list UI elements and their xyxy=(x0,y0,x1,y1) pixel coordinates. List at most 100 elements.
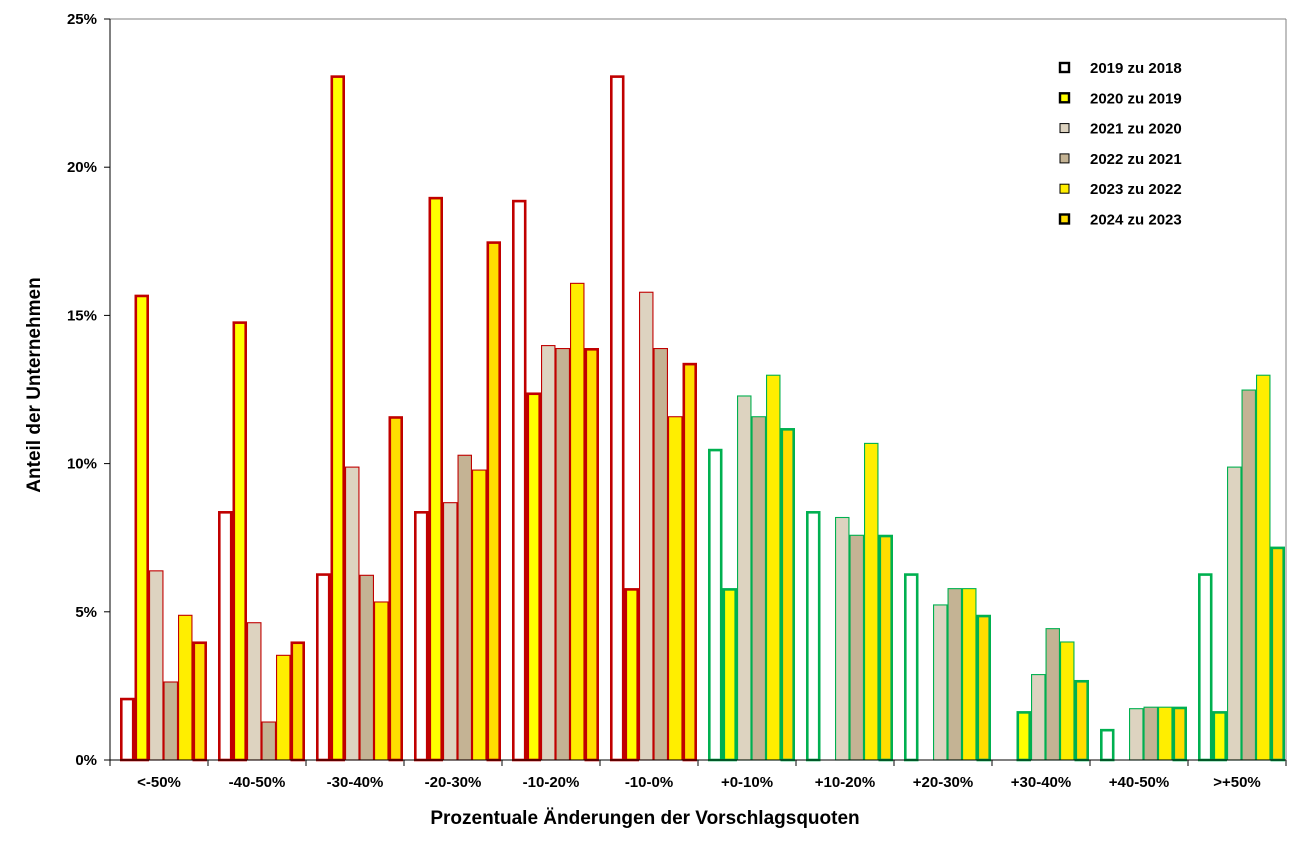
bar-1-series-6 xyxy=(192,641,208,762)
y-tick-label: 5% xyxy=(75,604,97,621)
bar-10-series-3 xyxy=(1031,674,1046,761)
bar-12-series-4 xyxy=(1241,389,1257,761)
bar-2-series-3 xyxy=(247,622,262,761)
bar-3-series-2 xyxy=(330,75,345,762)
bar-12-series-6 xyxy=(1270,546,1286,762)
bar-11-series-5 xyxy=(1158,706,1173,761)
bar-7-series-1 xyxy=(707,448,723,762)
bar-6-series-5 xyxy=(667,416,683,761)
bar-1-series-2 xyxy=(134,294,150,762)
bar-10-series-4 xyxy=(1045,628,1061,761)
x-tick-label: <-50% xyxy=(137,774,181,791)
bar-8-series-4 xyxy=(849,534,864,761)
x-tick-label: +20-30% xyxy=(913,774,973,791)
x-tick-label: -30-40% xyxy=(327,774,384,791)
bar-5-series-1 xyxy=(511,199,527,762)
bar-7-series-2 xyxy=(722,588,737,762)
bar-8-series-6 xyxy=(878,534,893,762)
bar-10-series-6 xyxy=(1074,679,1090,762)
legend-swatch-2 xyxy=(1058,92,1071,104)
bar-9-series-1 xyxy=(903,573,919,762)
y-tick-label: 15% xyxy=(67,307,97,324)
bar-9-series-3 xyxy=(932,604,948,761)
x-tick-label: -40-50% xyxy=(229,774,286,791)
legend-swatch-1 xyxy=(1058,61,1071,74)
bar-10-series-5 xyxy=(1060,641,1075,761)
x-tick-label: +30-40% xyxy=(1011,774,1071,791)
bar-4-series-2 xyxy=(428,196,443,762)
bar-2-series-5 xyxy=(275,654,291,761)
y-tick-label: 25% xyxy=(67,11,97,28)
legend-label-1: 2019 zu 2018 xyxy=(1090,60,1182,77)
x-tick-label: -10-0% xyxy=(625,774,673,791)
legend-label-2: 2020 zu 2019 xyxy=(1090,90,1182,107)
bar-11-series-3 xyxy=(1129,708,1144,761)
legend-swatch-3 xyxy=(1059,123,1070,134)
bar-6-series-1 xyxy=(609,75,625,762)
bar-4-series-5 xyxy=(471,469,487,761)
legend-label-6: 2024 zu 2023 xyxy=(1090,212,1182,229)
bar-9-series-4 xyxy=(947,588,962,761)
bar-4-series-6 xyxy=(486,241,501,762)
bar-6-series-4 xyxy=(653,347,668,761)
bar-2-series-2 xyxy=(232,321,248,762)
bar-3-series-1 xyxy=(315,573,331,762)
bar-6-series-3 xyxy=(638,291,654,761)
legend-label-3: 2021 zu 2020 xyxy=(1090,121,1182,138)
x-tick-label: -10-20% xyxy=(523,774,580,791)
bar-1-series-3 xyxy=(149,570,164,761)
bar-1-series-5 xyxy=(178,614,193,761)
x-tick-label: +0-10% xyxy=(721,774,773,791)
x-tick-label: -20-30% xyxy=(425,774,482,791)
y-axis-title: Anteil der Unternehmen xyxy=(24,277,45,492)
bar-7-series-4 xyxy=(751,416,766,761)
bar-11-series-1 xyxy=(1100,728,1115,762)
x-tick-label: >+50% xyxy=(1213,774,1261,791)
bar-1-series-1 xyxy=(120,697,135,762)
bar-7-series-3 xyxy=(736,395,752,761)
bar-5-series-4 xyxy=(555,347,570,761)
x-tick-label: +40-50% xyxy=(1109,774,1169,791)
bar-7-series-5 xyxy=(765,374,781,761)
bar-9-series-6 xyxy=(976,614,991,762)
bar-10-series-2 xyxy=(1016,711,1031,762)
bar-4-series-1 xyxy=(413,511,429,762)
bar-2-series-4 xyxy=(261,721,276,761)
bar-12-series-1 xyxy=(1198,573,1213,762)
bar-8-series-5 xyxy=(863,442,879,761)
legend-swatch-4 xyxy=(1059,153,1070,164)
bar-6-series-6 xyxy=(682,362,697,762)
legend-label-4: 2022 zu 2021 xyxy=(1090,151,1182,168)
bar-5-series-3 xyxy=(540,345,556,761)
x-tick-label: +10-20% xyxy=(815,774,875,791)
bar-6-series-2 xyxy=(624,588,639,762)
legend-label-5: 2023 zu 2022 xyxy=(1090,181,1182,198)
bar-2-series-6 xyxy=(290,641,305,762)
bar-12-series-5 xyxy=(1256,374,1271,761)
bar-4-series-4 xyxy=(457,454,472,761)
x-axis-title: Prozentuale Änderungen der Vorschlagsquo… xyxy=(430,808,859,829)
bar-8-series-3 xyxy=(834,516,850,761)
bar-3-series-3 xyxy=(344,466,360,761)
bar-5-series-5 xyxy=(569,282,585,761)
bar-5-series-2 xyxy=(526,392,541,762)
bar-9-series-5 xyxy=(961,588,977,761)
y-tick-label: 20% xyxy=(67,159,97,176)
bar-2-series-1 xyxy=(218,511,233,762)
bar-5-series-6 xyxy=(584,347,599,762)
bar-4-series-3 xyxy=(442,502,458,761)
bar-12-series-3 xyxy=(1227,466,1242,761)
bar-3-series-5 xyxy=(373,601,389,761)
legend-swatch-6 xyxy=(1058,213,1071,225)
bar-11-series-6 xyxy=(1172,706,1188,762)
y-tick-label: 10% xyxy=(67,456,97,473)
y-tick-label: 0% xyxy=(75,752,97,769)
bar-12-series-2 xyxy=(1212,711,1228,762)
bar-8-series-1 xyxy=(805,511,821,762)
bar-7-series-6 xyxy=(780,428,795,762)
legend-swatch-5 xyxy=(1059,183,1070,194)
legend: 2019 zu 2018 2020 zu 2019 2021 zu 2020 2022… xyxy=(1058,60,1182,229)
bar-1-series-4 xyxy=(163,681,179,761)
bar-3-series-6 xyxy=(388,416,403,762)
